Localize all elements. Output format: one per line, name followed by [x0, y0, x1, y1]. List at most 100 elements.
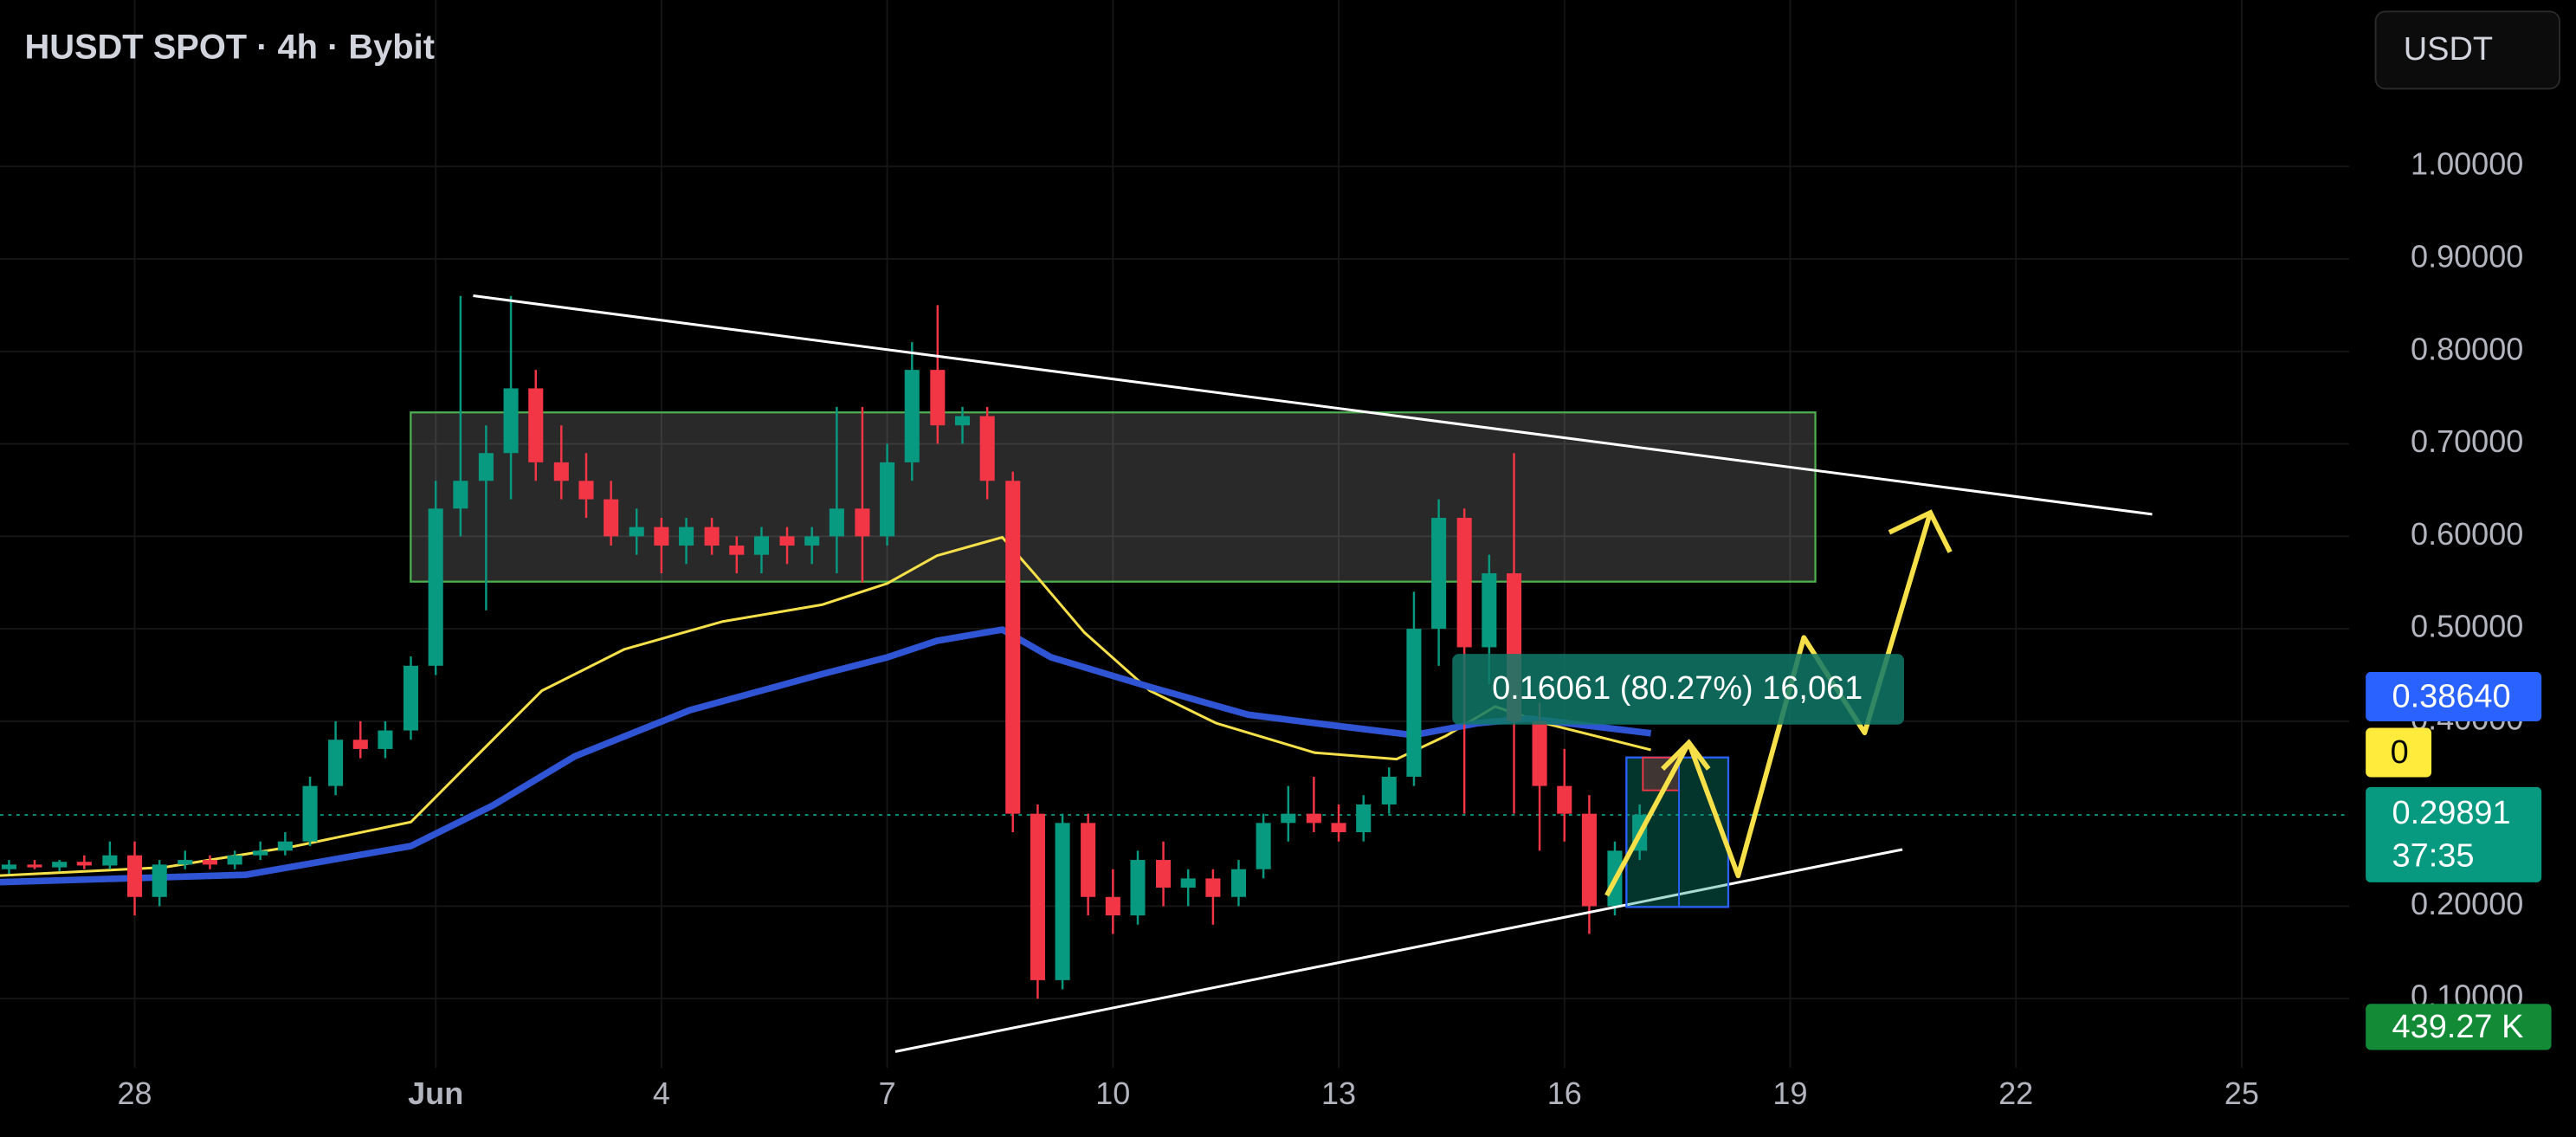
measure-label: 0.16061 (80.27%) 16,061 — [1492, 670, 1863, 707]
candle-body — [1431, 517, 1447, 630]
candle-body — [654, 527, 669, 546]
ma-badge — [2366, 672, 2542, 721]
candle-body — [1030, 813, 1045, 980]
axes: 0.100000.200000.400000.500000.600000.700… — [118, 146, 2524, 1111]
price-badge — [2366, 786, 2542, 882]
x-tick-label: 10 — [1095, 1076, 1130, 1111]
x-tick-label: 16 — [1547, 1076, 1582, 1111]
currency-button[interactable] — [2374, 10, 2560, 90]
zero-badge-label: 0 — [2391, 734, 2409, 771]
volume-badge — [2366, 1004, 2552, 1050]
candle-body — [1105, 896, 1120, 916]
time-axis — [0, 1068, 2576, 1137]
candle-body — [302, 785, 318, 842]
candle-body — [1081, 823, 1096, 897]
candle-body — [453, 481, 468, 509]
candle-body — [604, 499, 619, 537]
candle-body — [1256, 823, 1271, 869]
candle-body — [904, 370, 920, 462]
projection-arrow — [1888, 509, 1953, 553]
measure-box — [1452, 654, 1904, 725]
candle-body — [855, 508, 870, 537]
candle-body — [829, 508, 844, 537]
candle-body — [202, 860, 218, 865]
candle-body — [1306, 813, 1321, 824]
candle-body — [553, 462, 569, 481]
y-tick-label: 0.60000 — [2411, 516, 2523, 552]
candle-body — [1281, 813, 1296, 824]
candle-body — [428, 508, 443, 666]
volume-badge-label: 439.27 K — [2392, 1009, 2524, 1045]
chart-title: HUSDT SPOT · 4h · Bybit — [24, 28, 435, 66]
x-tick-label: 13 — [1321, 1076, 1356, 1111]
candle-body — [52, 862, 68, 868]
candle-body — [127, 855, 143, 897]
x-tick-label: 7 — [879, 1076, 896, 1111]
lower-trendline — [894, 848, 1903, 1053]
candle-body — [1180, 878, 1196, 888]
candle-body — [1381, 776, 1397, 804]
candle-body — [227, 855, 242, 865]
upper-trendline — [473, 294, 2153, 516]
candle-body — [1356, 804, 1372, 833]
candle-body — [503, 388, 519, 454]
candle-body — [578, 481, 594, 500]
candle-body — [629, 527, 644, 537]
candle-body — [1055, 823, 1070, 980]
currency-button-label[interactable]: USDT — [2404, 31, 2493, 68]
candle-body — [1406, 629, 1422, 777]
candle-body — [27, 864, 42, 868]
candle-body — [1205, 878, 1221, 897]
x-tick-label: 4 — [653, 1076, 670, 1111]
candle-body — [880, 462, 895, 537]
candle-body — [729, 546, 745, 555]
candle-body — [528, 388, 544, 462]
candle-body — [954, 416, 971, 426]
candle-body — [753, 536, 770, 555]
candle-body — [804, 536, 820, 546]
candle-body — [76, 862, 92, 866]
x-tick-label: 22 — [1998, 1076, 2033, 1111]
timer-label: 37:35 — [2392, 837, 2475, 874]
candle-body — [378, 730, 393, 749]
candle-body — [679, 527, 694, 546]
x-tick-label: 25 — [2224, 1076, 2259, 1111]
candle-body — [253, 850, 268, 856]
candle-body — [1482, 573, 1497, 648]
candle-body — [102, 855, 118, 866]
y-tick-label: 0.20000 — [2411, 886, 2523, 921]
candle-body — [704, 527, 720, 546]
candle-body — [1130, 860, 1146, 916]
candle-body — [1230, 869, 1246, 897]
candle-body — [1, 864, 16, 869]
candle-body — [277, 841, 293, 851]
zero-badge — [2366, 727, 2432, 778]
projection-arrow-small — [1661, 739, 1711, 771]
candle-body — [1532, 720, 1547, 786]
x-tick-label: 19 — [1772, 1076, 1807, 1111]
y-tick-label: 0.90000 — [2411, 238, 2523, 274]
price-badge-label: 0.29891 — [2392, 795, 2511, 831]
y-tick-label: 0.70000 — [2411, 423, 2523, 459]
x-tick-label: 28 — [118, 1076, 152, 1111]
candle-body — [1557, 785, 1572, 814]
candle-body — [352, 740, 368, 749]
x-tick-label: Jun — [408, 1076, 463, 1111]
candle-body — [979, 416, 995, 481]
price-axis — [2349, 0, 2576, 1069]
ma-badge-label: 0.38640 — [2392, 678, 2511, 714]
moving-average — [0, 626, 1652, 886]
candle-body — [1331, 823, 1346, 833]
candle-body — [478, 453, 494, 481]
candle-body — [178, 860, 193, 865]
candle-body — [930, 370, 946, 426]
candle-body — [328, 740, 344, 786]
candle-body — [1156, 860, 1172, 888]
y-tick-label: 0.80000 — [2411, 331, 2523, 366]
candle-body — [1581, 813, 1597, 907]
y-tick-label: 0.50000 — [2411, 609, 2523, 644]
candle-body — [152, 864, 167, 897]
candle-body — [779, 536, 795, 546]
range-zone — [410, 411, 1817, 583]
y-tick-label: 1.00000 — [2411, 146, 2523, 182]
